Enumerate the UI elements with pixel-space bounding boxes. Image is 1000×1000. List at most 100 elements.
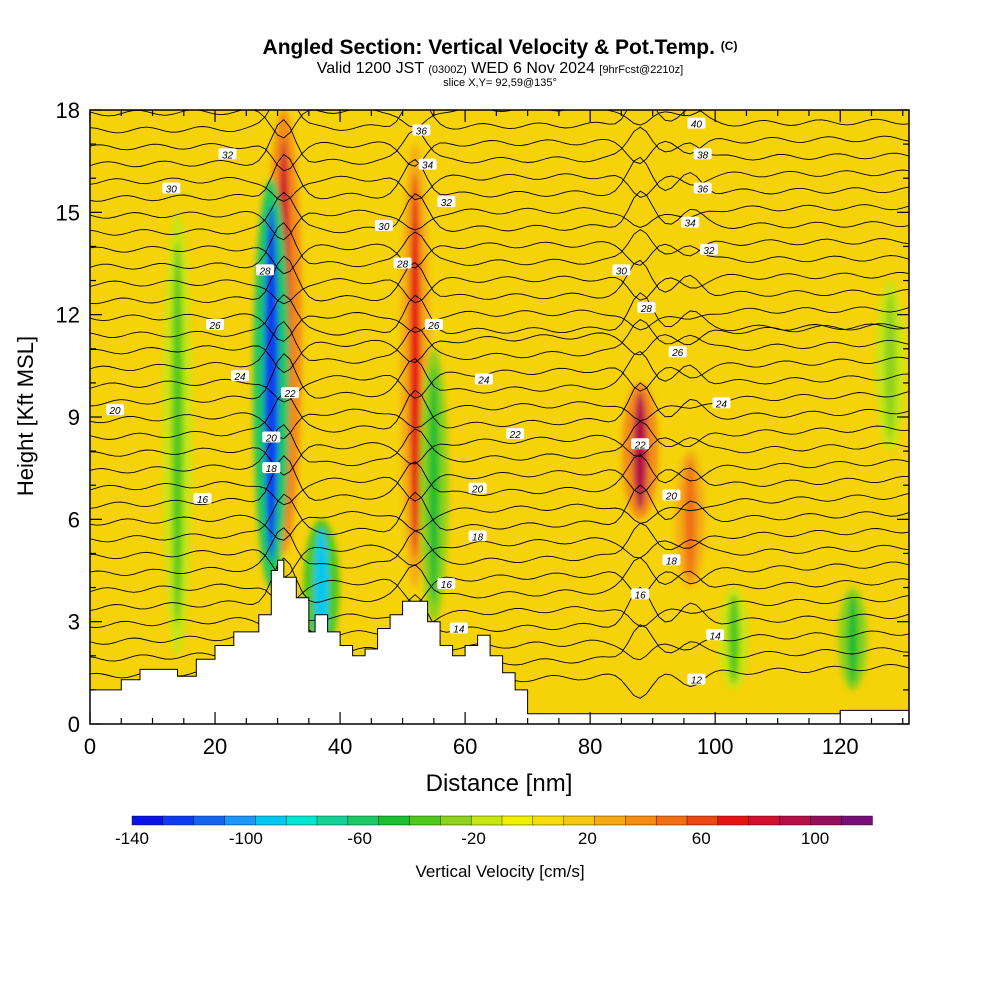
colorbar-swatch (563, 815, 596, 826)
theta-label: 24 (712, 397, 731, 410)
theta-label: 34 (418, 158, 437, 172)
y-tick-label: 6 (68, 507, 80, 532)
colorbar-swatch (840, 815, 873, 826)
colorbar-tick-label: 20 (578, 829, 597, 848)
theta-label: 30 (374, 219, 393, 233)
theta-label-text: 26 (427, 321, 440, 332)
theta-label: 34 (681, 216, 700, 230)
theta-label: 38 (693, 148, 712, 161)
isentrope-line (90, 53, 909, 99)
theta-label-text: 32 (441, 198, 453, 209)
theta-label: 16 (193, 492, 212, 506)
y-axis-label: Height [Kft MSL] (13, 336, 38, 496)
title-suffix: (C) (720, 39, 738, 53)
isentrope-line (90, 391, 909, 440)
theta-label-text: 30 (616, 266, 628, 277)
colorbar-tick-label: -140 (115, 829, 149, 848)
theta-label: 16 (631, 588, 650, 601)
theta-label-text: 34 (685, 219, 697, 230)
theta-label: 40 (687, 117, 706, 131)
theta-label: 18 (468, 530, 487, 543)
isentrope-line (90, 350, 909, 407)
theta-label: 18 (262, 462, 281, 475)
colorbar-swatch (409, 815, 442, 826)
theta-label: 16 (437, 578, 456, 591)
colorbar-swatch (717, 815, 750, 826)
isentrope-line (90, 119, 909, 168)
isentrope-line (90, 110, 909, 134)
valid-main: Valid 1200 JST (316, 60, 424, 77)
colorbar: -140 -100 -60 -20 20 60 100 (115, 815, 873, 848)
theta-label-text: 34 (422, 161, 434, 172)
y-tick-label: 12 (56, 303, 80, 328)
theta-label-text: 20 (665, 491, 678, 502)
colorbar-swatch (440, 815, 472, 826)
theta-label-text: 28 (258, 266, 271, 277)
velocity-feature-core (428, 366, 440, 604)
theta-label-text: 28 (396, 260, 409, 271)
theta-label-text: 18 (472, 532, 484, 543)
theta-label-text: 22 (283, 389, 296, 400)
isentrope-line (90, 492, 909, 541)
colorbar-swatch (810, 815, 842, 826)
valid-time: Valid 1200 JST (0300Z) WED 6 Nov 2024 [9… (0, 60, 1000, 78)
theta-label-text: 30 (378, 222, 390, 233)
x-tick-label: 80 (578, 734, 602, 759)
theta-label: 22 (281, 387, 300, 400)
isentrope-line (90, 306, 909, 342)
colorbar-swatch (779, 815, 812, 826)
theta-label: 28 (393, 257, 412, 271)
theta-label: 22 (631, 438, 650, 451)
theta-label-text: 18 (666, 556, 678, 567)
isentrope-line (90, 255, 909, 305)
isentrope-line (90, 272, 909, 305)
colorbar-swatch (255, 815, 287, 826)
title-text: Angled Section: Vertical Velocity & Pot.… (262, 36, 715, 59)
theta-label: 18 (662, 554, 681, 567)
isentrope-line (90, 190, 909, 236)
colorbar-swatch (501, 815, 534, 826)
isentrope-line (90, 169, 909, 202)
colorbar-swatch (285, 815, 318, 826)
colorbar-swatch (224, 815, 257, 826)
theta-label-text: 26 (671, 348, 684, 359)
velocity-feature-core (633, 391, 648, 511)
theta-label-text: 24 (477, 375, 490, 386)
isentrope-line (90, 110, 704, 139)
isentrope-line (90, 222, 909, 270)
theta-label-text: 20 (471, 485, 484, 496)
isentrope-line (90, 356, 909, 403)
theta-label-text: 20 (265, 433, 278, 444)
theta-label: 20 (662, 489, 681, 502)
theta-label-text: 18 (266, 464, 278, 475)
isentrope-line (90, 153, 909, 202)
x-tick-label: 20 (203, 734, 227, 759)
velocity-feature-core (884, 291, 896, 440)
theta-label-text: 12 (691, 676, 703, 687)
theta-label: 24 (474, 373, 493, 386)
x-tick-label: 60 (453, 734, 477, 759)
isentrope-line (90, 420, 909, 474)
theta-label-text: 38 (697, 150, 709, 161)
theta-label: 14 (449, 622, 468, 635)
isentrope-line (90, 528, 909, 579)
theta-label: 26 (206, 318, 225, 332)
colorbar-swatch (625, 815, 657, 826)
isentrope-line (90, 204, 909, 241)
colorbar-swatch (316, 815, 349, 826)
theta-label-text: 16 (441, 580, 453, 591)
valid-utc: (0300Z) (428, 64, 467, 76)
colorbar-tick-label: -60 (347, 829, 372, 848)
isentrope-line (90, 459, 909, 506)
x-tick-label: 120 (822, 734, 859, 759)
theta-label-text: 16 (197, 495, 209, 506)
theta-label: 32 (699, 243, 718, 257)
y-tick-label: 18 (56, 98, 80, 123)
isentrope-line (90, 238, 909, 275)
theta-label: 22 (506, 428, 525, 441)
isentrope-line (90, 595, 909, 643)
colorbar-swatch (748, 815, 781, 826)
theta-label-text: 14 (453, 624, 465, 635)
theta-label-text: 28 (640, 304, 653, 315)
